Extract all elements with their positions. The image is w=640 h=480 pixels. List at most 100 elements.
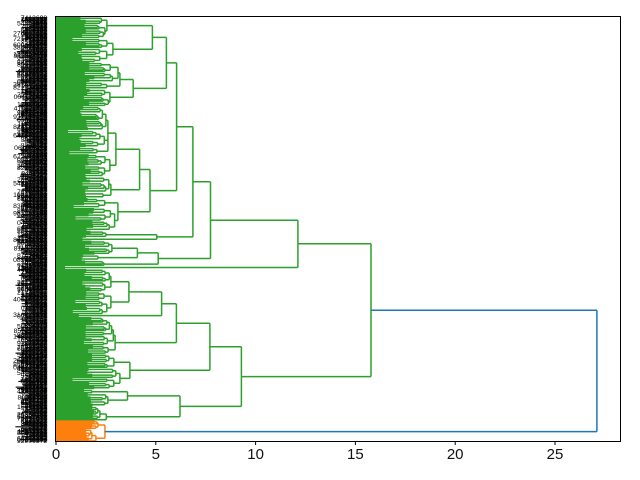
- svg-text:04406663: 04406663: [17, 220, 47, 227]
- svg-text:937184050: 937184050: [13, 114, 47, 121]
- svg-text:67298744: 67298744: [17, 226, 47, 233]
- svg-text:400165: 400165: [25, 56, 48, 63]
- svg-text:04970922: 04970922: [17, 55, 47, 62]
- svg-text:79795: 79795: [28, 295, 47, 302]
- svg-text:107001: 107001: [25, 384, 48, 391]
- svg-text:4404: 4404: [32, 66, 47, 73]
- svg-text:9523: 9523: [32, 278, 47, 285]
- svg-text:1238147: 1238147: [21, 316, 48, 323]
- svg-text:63854: 63854: [28, 155, 47, 162]
- svg-text:9234229: 9234229: [21, 172, 48, 179]
- svg-text:5218199: 5218199: [21, 339, 48, 346]
- svg-text:80011735: 80011735: [17, 394, 47, 401]
- svg-text:5533863: 5533863: [21, 32, 48, 39]
- svg-text:309816: 309816: [25, 185, 48, 192]
- svg-text:0: 0: [52, 446, 60, 463]
- svg-text:75968802: 75968802: [17, 189, 47, 196]
- svg-text:63804170: 63804170: [17, 212, 47, 219]
- svg-text:1497749: 1497749: [21, 396, 48, 403]
- svg-text:979867110: 979867110: [14, 53, 48, 60]
- svg-text:83759: 83759: [28, 423, 47, 430]
- svg-text:06254792: 06254792: [17, 80, 47, 87]
- svg-text:08488207: 08488207: [17, 79, 47, 86]
- svg-text:9039866: 9039866: [21, 273, 48, 280]
- svg-text:061985111: 061985111: [14, 145, 47, 152]
- svg-text:4554: 4554: [32, 318, 47, 325]
- svg-text:811069885: 811069885: [14, 246, 48, 253]
- svg-text:1712607: 1712607: [21, 236, 48, 243]
- svg-text:0858770: 0858770: [21, 162, 48, 169]
- svg-text:567433: 567433: [25, 39, 48, 46]
- svg-text:69061486: 69061486: [17, 117, 47, 124]
- svg-text:80727: 80727: [28, 380, 47, 387]
- svg-text:744283: 744283: [25, 178, 48, 185]
- svg-text:5642421: 5642421: [21, 206, 48, 213]
- svg-text:1298684: 1298684: [21, 104, 48, 111]
- svg-text:095542: 095542: [25, 260, 48, 267]
- svg-text:92932: 92932: [28, 372, 47, 379]
- svg-text:38436954: 38436954: [17, 280, 47, 287]
- svg-text:707656: 707656: [25, 93, 48, 100]
- svg-text:06210379: 06210379: [17, 437, 47, 444]
- svg-text:904856: 904856: [25, 118, 48, 125]
- svg-text:85805: 85805: [28, 392, 47, 399]
- svg-text:588791: 588791: [25, 90, 48, 97]
- svg-text:15963687: 15963687: [17, 234, 47, 241]
- svg-text:3755652: 3755652: [21, 38, 48, 45]
- svg-text:5604: 5604: [32, 46, 47, 53]
- svg-text:91873437: 91873437: [17, 341, 47, 348]
- svg-text:836441440: 836441440: [13, 203, 47, 210]
- svg-text:97770987: 97770987: [17, 159, 47, 166]
- svg-text:7638698: 7638698: [21, 329, 48, 336]
- svg-text:5549128: 5549128: [21, 326, 48, 333]
- svg-text:0520955: 0520955: [21, 379, 48, 386]
- svg-text:20: 20: [447, 446, 464, 463]
- svg-text:6016272: 6016272: [21, 18, 48, 25]
- svg-text:0330028: 0330028: [21, 230, 48, 237]
- svg-text:587606: 587606: [25, 103, 48, 110]
- svg-text:8911823: 8911823: [21, 377, 47, 384]
- svg-text:001120647: 001120647: [14, 94, 48, 101]
- svg-text:7482: 7482: [32, 29, 47, 36]
- svg-text:16061983: 16061983: [17, 404, 47, 411]
- svg-text:6511877: 6511877: [21, 390, 47, 397]
- svg-text:25: 25: [547, 446, 564, 463]
- svg-text:449257: 449257: [25, 382, 48, 389]
- svg-text:7606456: 7606456: [21, 182, 48, 189]
- svg-text:7412698: 7412698: [21, 15, 48, 22]
- svg-text:356282: 356282: [25, 63, 48, 70]
- svg-text:872282: 872282: [25, 26, 48, 33]
- svg-text:266368954: 266368954: [13, 358, 47, 365]
- svg-text:1315068: 1315068: [21, 83, 48, 90]
- svg-text:09338640: 09338640: [17, 157, 47, 164]
- svg-text:16029: 16029: [28, 222, 47, 229]
- svg-text:721612558: 721612558: [13, 36, 47, 43]
- svg-text:86260314: 86260314: [17, 73, 47, 80]
- svg-text:0397231: 0397231: [21, 360, 48, 367]
- svg-text:1535457: 1535457: [21, 258, 48, 265]
- svg-text:7624389: 7624389: [21, 261, 48, 268]
- svg-text:77994030: 77994030: [17, 130, 47, 137]
- svg-text:4565147: 4565147: [21, 400, 48, 407]
- svg-text:84790509: 84790509: [17, 239, 47, 246]
- svg-text:623814469: 623814469: [13, 154, 47, 161]
- svg-text:05816: 05816: [28, 277, 47, 284]
- svg-text:69237417: 69237417: [17, 435, 47, 442]
- svg-text:4651877: 4651877: [21, 147, 48, 154]
- svg-text:25827: 25827: [28, 134, 47, 141]
- svg-text:5071: 5071: [32, 25, 47, 32]
- svg-text:531582: 531582: [25, 89, 48, 96]
- svg-text:5570017: 5570017: [21, 356, 48, 363]
- svg-text:26935380: 26935380: [17, 176, 47, 183]
- svg-text:5201: 5201: [32, 175, 47, 182]
- svg-text:204413: 204413: [25, 407, 48, 414]
- svg-text:32951875: 32951875: [17, 363, 47, 370]
- svg-text:97516: 97516: [28, 57, 47, 64]
- svg-text:101387: 101387: [25, 401, 48, 408]
- svg-text:3712: 3712: [32, 22, 47, 29]
- svg-text:7740456: 7740456: [21, 292, 48, 299]
- svg-text:104612: 104612: [25, 298, 48, 305]
- svg-text:8953057: 8953057: [21, 65, 48, 72]
- svg-text:533661: 533661: [25, 300, 48, 307]
- svg-text:30004714: 30004714: [17, 430, 47, 437]
